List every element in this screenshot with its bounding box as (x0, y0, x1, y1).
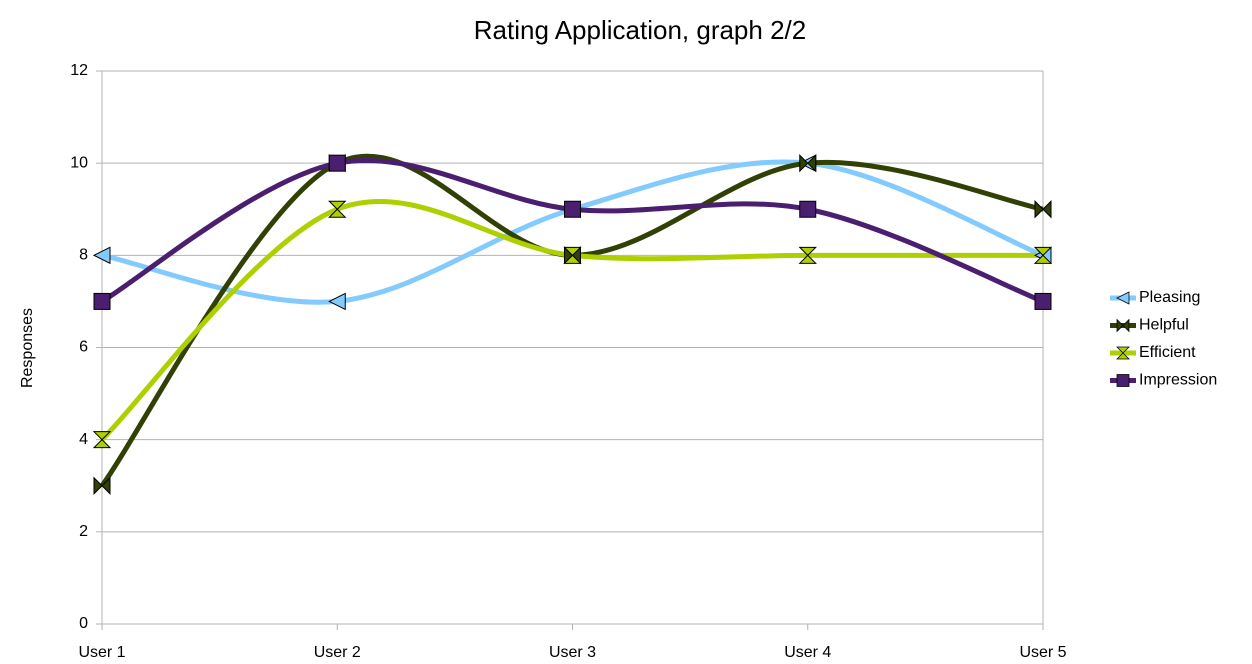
marker (1116, 291, 1130, 305)
y-tick-label: 4 (79, 431, 88, 448)
marker (799, 200, 817, 218)
legend-label: Efficient (1139, 344, 1196, 361)
legend-label: Helpful (1139, 317, 1189, 334)
marker (93, 292, 111, 310)
marker (328, 200, 347, 218)
chart-title: Rating Application, graph 2/2 (474, 15, 806, 45)
y-tick-label: 8 (79, 247, 88, 264)
marker (1033, 246, 1053, 264)
marker (798, 246, 817, 264)
marker (92, 431, 112, 449)
series-line (100, 198, 1043, 442)
legend-item: Impression (1110, 372, 1217, 389)
x-tick-label: User 3 (549, 644, 596, 661)
marker (1116, 318, 1130, 333)
x-tick-label: User 5 (1019, 644, 1066, 661)
x-tick-label: User 2 (314, 644, 361, 661)
y-tick-label: 10 (70, 154, 88, 171)
y-tick-label: 6 (79, 339, 88, 356)
legend-item: Pleasing (1110, 289, 1200, 306)
legend-label: Pleasing (1139, 289, 1200, 306)
marker (1034, 200, 1052, 219)
marker (563, 246, 582, 264)
x-tick-label: User 4 (784, 644, 831, 661)
marker (564, 200, 581, 218)
y-tick-label: 12 (70, 62, 88, 79)
marker (328, 154, 346, 172)
marker (799, 153, 817, 173)
marker (1116, 346, 1130, 360)
marker (1116, 374, 1130, 387)
marker (328, 292, 346, 311)
y-axis-label: Responses (19, 308, 36, 388)
legend-item: Efficient (1110, 344, 1196, 361)
marker (92, 246, 111, 265)
marker (93, 476, 111, 495)
legend-label: Impression (1139, 372, 1217, 389)
legend-item: Helpful (1110, 317, 1189, 334)
marker (1034, 292, 1052, 310)
x-tick-label: User 1 (78, 644, 125, 661)
y-tick-label: 2 (79, 523, 88, 540)
y-tick-label: 0 (79, 615, 88, 632)
